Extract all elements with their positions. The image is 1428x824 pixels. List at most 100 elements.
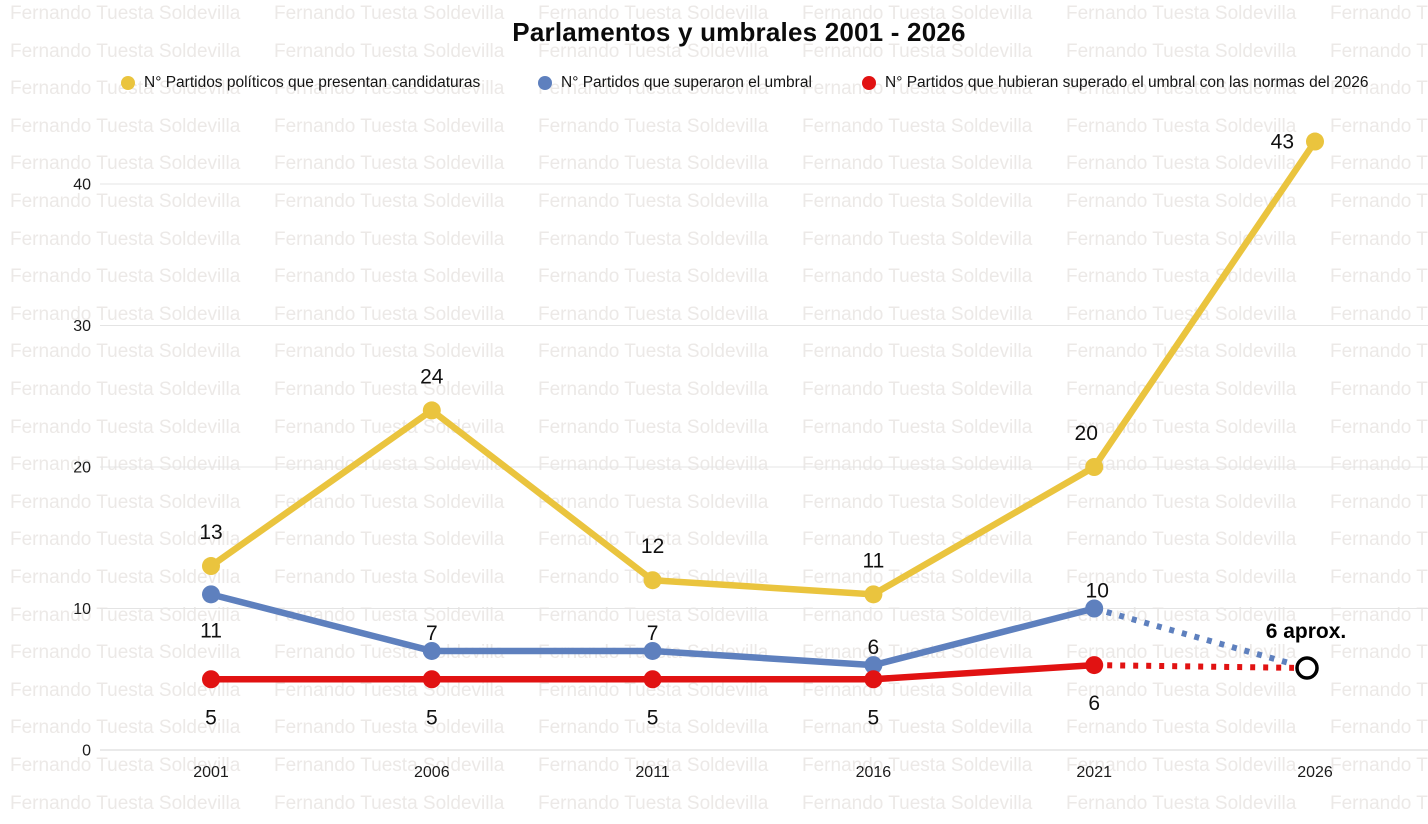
legend-dot-icon bbox=[121, 76, 135, 90]
y-tick-label: 20 bbox=[73, 460, 91, 477]
watermark-text: Fernando Tuesta Soldevilla bbox=[274, 755, 505, 776]
projection-endpoint-label: 6 aprox. bbox=[1266, 620, 1347, 643]
watermark-text: Fernando Tuesta Soldevilla bbox=[802, 266, 1033, 288]
watermark-text: Fernando Tuesta Soldevilla bbox=[1066, 115, 1297, 137]
x-tick-label: 2001 bbox=[193, 764, 229, 781]
legend-item[interactable]: N° Partidos que hubieran superado el umb… bbox=[862, 74, 1369, 92]
watermark-text: Fernando Tuesta Soldevilla bbox=[10, 717, 241, 739]
watermark-text: Fernando Tuesta Soldevilla bbox=[802, 303, 1033, 325]
watermark-text: Fernando Tuesta Soldevilla bbox=[538, 303, 769, 325]
watermark-text: Fernando Tuesta Soldevilla bbox=[802, 454, 1033, 476]
watermark-text: Fernando Tuesta Soldevilla bbox=[274, 228, 505, 250]
watermark-text: Fernando Tuesta Soldevilla bbox=[1066, 191, 1297, 212]
watermark-text: Fernando Tuesta Soldevilla bbox=[1066, 78, 1297, 100]
watermark-text: Fernando Tuesta Soldevilla bbox=[1066, 792, 1297, 814]
watermark-text: Fernando Tuesta Soldevilla bbox=[274, 491, 505, 513]
watermark-text: Fernando Tuesta Soldevilla bbox=[802, 755, 1033, 776]
watermark-text: Fernando Tuesta Soldevilla bbox=[1330, 416, 1428, 438]
data-point-label: 11 bbox=[862, 549, 884, 572]
watermark-text: Fernando Tuesta Soldevilla bbox=[1066, 228, 1297, 250]
watermark-text: Fernando Tuesta Soldevilla bbox=[10, 755, 241, 776]
watermark-text: Fernando Tuesta Soldevilla bbox=[802, 341, 1033, 363]
watermark-text: Fernando Tuesta Soldevilla bbox=[274, 40, 505, 62]
x-axis-labels: 2001 2006 2011 2016 2021 2026 bbox=[193, 764, 1333, 781]
watermark-text: Fernando Tuesta Soldevilla bbox=[10, 40, 241, 62]
watermark-text: Fernando Tuesta Soldevilla bbox=[274, 717, 505, 739]
watermark-text: Fernando Tuesta Soldevilla bbox=[1330, 642, 1428, 664]
watermark-text: Fernando Tuesta Soldevilla bbox=[274, 153, 505, 175]
watermark-text: Fernando Tuesta Soldevilla bbox=[1330, 115, 1428, 137]
watermark-text: Fernando Tuesta Soldevilla bbox=[802, 679, 1033, 701]
watermark-text: Fernando Tuesta Soldevilla bbox=[274, 792, 505, 814]
data-point-label: 5 bbox=[205, 706, 217, 729]
x-tick-label: 2011 bbox=[635, 764, 670, 781]
watermark-text: Fernando Tuesta Soldevilla bbox=[802, 228, 1033, 250]
gridlines bbox=[100, 183, 1428, 751]
data-point bbox=[1085, 599, 1104, 618]
watermark-text: Fernando Tuesta Soldevilla bbox=[10, 303, 241, 325]
legend-item[interactable]: N° Partidos que superaron el umbral bbox=[538, 74, 812, 92]
watermark-text: Fernando Tuesta Soldevilla bbox=[274, 115, 505, 137]
watermark-text: Fernando Tuesta Soldevilla bbox=[538, 792, 769, 814]
watermark-text: Fernando Tuesta Soldevilla bbox=[10, 3, 241, 24]
watermark-text: Fernando Tuesta Soldevilla bbox=[802, 115, 1033, 137]
data-point-label: 5 bbox=[647, 706, 659, 729]
watermark-text: Fernando Tuesta Soldevilla bbox=[1066, 679, 1297, 701]
x-tick-label: 2026 bbox=[1297, 764, 1333, 781]
watermark-text: Fernando Tuesta Soldevilla bbox=[10, 266, 241, 288]
watermark-text: Fernando Tuesta Soldevilla bbox=[538, 115, 769, 137]
data-point bbox=[1306, 132, 1324, 151]
data-point-label: 43 bbox=[1271, 131, 1294, 154]
watermark-text: Fernando Tuesta Soldevilla bbox=[10, 454, 241, 476]
watermark-text: Fernando Tuesta Soldevilla bbox=[538, 454, 769, 476]
chart-title: Parlamentos y umbrales 2001 - 2026 bbox=[512, 17, 966, 47]
watermark-text: Fernando Tuesta Soldevilla bbox=[1066, 717, 1297, 739]
watermark-text: Fernando Tuesta Soldevilla bbox=[538, 379, 769, 400]
watermark-text: Fernando Tuesta Soldevilla bbox=[802, 78, 1033, 100]
watermark-text: Fernando Tuesta Soldevilla bbox=[802, 153, 1033, 175]
data-point-label: 5 bbox=[426, 706, 438, 729]
watermark-text: Fernando Tuesta Soldevilla bbox=[1066, 153, 1297, 175]
projection-endpoint-marker bbox=[1295, 656, 1319, 680]
watermark-text: Fernando Tuesta Soldevilla bbox=[1330, 567, 1428, 588]
y-tick-label: 30 bbox=[73, 318, 91, 335]
legend-item[interactable]: N° Partidos políticos que presentan cand… bbox=[121, 74, 480, 92]
watermark-text: Fernando Tuesta Soldevilla bbox=[274, 266, 505, 288]
projection-dotted-line bbox=[1094, 662, 1295, 671]
watermark-text: Fernando Tuesta Soldevilla bbox=[1330, 78, 1428, 100]
data-point-label: 24 bbox=[420, 365, 444, 388]
watermark-text: Fernando Tuesta Soldevilla bbox=[1330, 604, 1428, 626]
projection-lines bbox=[1093, 605, 1296, 671]
watermark-text: Fernando Tuesta Soldevilla bbox=[1066, 3, 1297, 24]
x-tick-label: 2021 bbox=[1076, 764, 1112, 781]
y-tick-label: 10 bbox=[73, 601, 91, 618]
watermark-text: Fernando Tuesta Soldevilla bbox=[1330, 228, 1428, 250]
data-point-label: 20 bbox=[1075, 422, 1098, 445]
watermark-text: Fernando Tuesta Soldevilla bbox=[10, 341, 241, 363]
watermark-text: Fernando Tuesta Soldevilla bbox=[802, 3, 1033, 24]
watermark-text: Fernando Tuesta Soldevilla bbox=[1066, 454, 1297, 476]
data-point-labels: 13 24 12 11 20 43 11 7 7 6 10 5 5 5 5 6 6 aprox. bbox=[199, 131, 1346, 730]
watermark-text: Fernando Tuesta Soldevilla bbox=[1330, 266, 1428, 288]
watermark-text: Fernando Tuesta Soldevilla bbox=[10, 416, 241, 438]
data-point bbox=[422, 670, 441, 689]
watermark-text: Fernando Tuesta Soldevilla bbox=[1330, 3, 1428, 24]
watermark-text: Fernando Tuesta Soldevilla bbox=[538, 717, 769, 739]
watermark-text: Fernando Tuesta Soldevilla bbox=[10, 228, 241, 250]
data-point bbox=[1085, 656, 1104, 675]
data-point bbox=[864, 656, 883, 675]
data-point-label: 12 bbox=[641, 535, 664, 558]
series-line bbox=[207, 138, 1319, 598]
watermark-text: Fernando Tuesta Soldevilla bbox=[802, 717, 1033, 739]
data-point bbox=[422, 401, 441, 420]
data-point bbox=[864, 670, 883, 689]
watermark-text: Fernando Tuesta Soldevilla bbox=[1066, 529, 1297, 551]
watermark-text: Fernando Tuesta Soldevilla bbox=[538, 78, 769, 100]
watermark-text: Fernando Tuesta Soldevilla bbox=[1066, 642, 1297, 664]
watermark-text: Fernando Tuesta Soldevilla bbox=[274, 642, 505, 664]
watermark-text: Fernando Tuesta Soldevilla bbox=[274, 78, 505, 100]
watermark-text: Fernando Tuesta Soldevilla bbox=[1330, 491, 1428, 513]
legend-item-label: N° Partidos políticos que presentan cand… bbox=[144, 74, 481, 91]
